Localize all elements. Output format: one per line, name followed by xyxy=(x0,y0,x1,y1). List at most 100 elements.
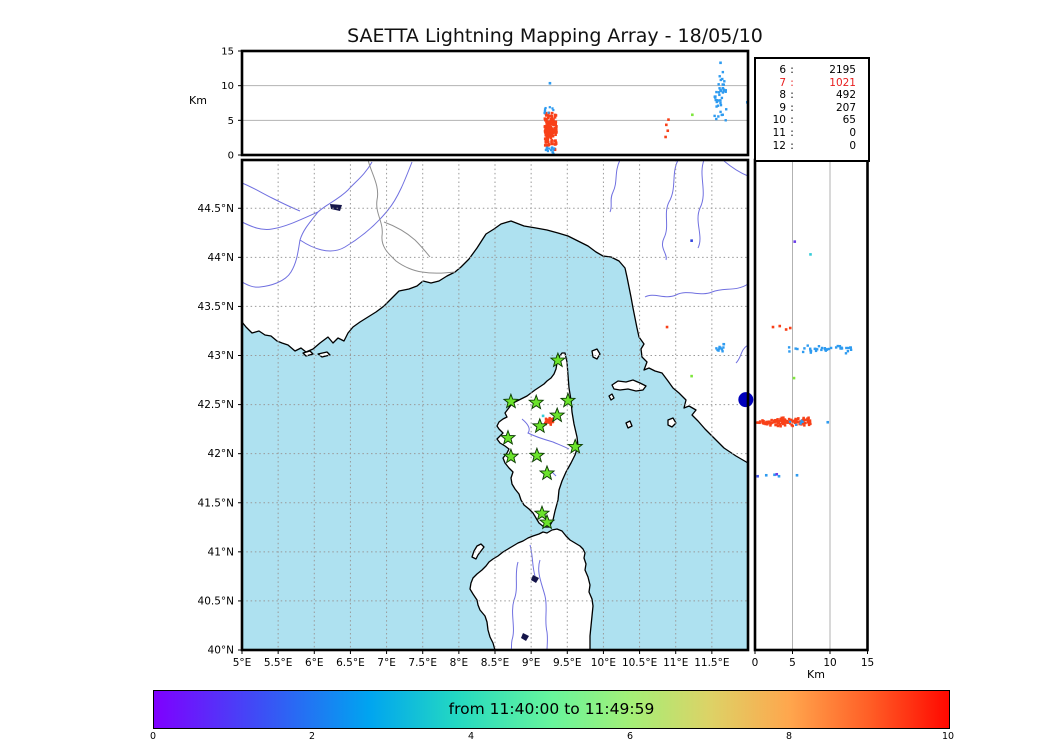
scatter-point xyxy=(553,113,557,117)
scatter-point xyxy=(715,105,718,108)
scatter-point xyxy=(773,420,776,424)
scatter-point xyxy=(548,131,551,135)
scatter-point xyxy=(792,376,796,380)
colorbar-tick: 0 xyxy=(149,731,157,742)
scatter-point xyxy=(550,140,553,143)
scatter-point xyxy=(718,347,721,350)
scatter-point xyxy=(553,143,557,146)
scatter-point xyxy=(666,129,670,133)
scatter-point xyxy=(775,423,778,426)
scatter-point xyxy=(553,126,557,130)
legend-count: 492 xyxy=(835,89,856,102)
map-lat-tick: 43.5°N xyxy=(198,301,234,313)
scatter-point xyxy=(844,352,848,355)
scatter-point xyxy=(803,347,806,350)
scatter-point xyxy=(545,129,549,133)
scatter-point xyxy=(780,418,783,422)
colorbar-tick: 6 xyxy=(626,731,634,742)
scatter-point xyxy=(814,349,818,353)
scatter-point xyxy=(690,239,693,242)
scatter-point xyxy=(545,419,548,422)
scatter-point xyxy=(555,125,558,128)
legend-colon: : xyxy=(790,89,794,102)
scatter-point xyxy=(783,418,787,422)
scatter-point xyxy=(552,118,555,121)
rivers xyxy=(241,159,749,651)
scatter-point xyxy=(794,423,798,426)
top-panel-ytick: 10 xyxy=(221,81,234,92)
scatter-point xyxy=(783,421,786,424)
scatter-point xyxy=(761,419,764,422)
station-star xyxy=(538,513,556,530)
scatter-point xyxy=(543,144,547,147)
scatter-point xyxy=(719,110,722,114)
map-lat-tick: 42.5°N xyxy=(198,399,234,411)
scatter-point xyxy=(546,137,549,141)
scatter-point xyxy=(543,108,547,111)
map-lon-tick: 9.5°E xyxy=(553,657,582,669)
scatter-point xyxy=(806,419,810,422)
scatter-point xyxy=(550,127,554,131)
scatter-point xyxy=(665,325,669,329)
island-corsica xyxy=(496,352,579,528)
scatter-point xyxy=(825,348,829,351)
scatter-point xyxy=(808,419,812,422)
scatter-point xyxy=(544,133,548,137)
map-lon-tick: 8.5°E xyxy=(481,657,510,669)
scatter-point xyxy=(836,344,839,348)
scatter-point xyxy=(548,126,552,129)
scatter-point xyxy=(780,416,784,420)
scatter-point xyxy=(809,253,812,256)
map-lat-tick: 40.5°N xyxy=(198,595,234,607)
scatter-point xyxy=(554,139,557,142)
scatter-point xyxy=(779,422,782,426)
map-lon-tick: 5°E xyxy=(233,657,252,669)
scatter-point xyxy=(795,473,799,477)
scatter-point xyxy=(762,420,765,423)
scatter-point xyxy=(551,107,554,110)
scatter-point xyxy=(553,147,556,150)
scatter-point xyxy=(716,99,720,102)
scatter-point xyxy=(721,87,724,90)
station-star xyxy=(566,438,584,454)
scatter-point xyxy=(788,422,792,425)
scatter-point xyxy=(548,419,552,423)
scatter-point xyxy=(829,346,833,350)
legend-row: 8: 492 xyxy=(756,89,868,102)
legend-count: 0 xyxy=(849,126,856,139)
islet-northeast-corsica xyxy=(608,393,615,401)
scatter-point xyxy=(545,124,548,128)
scatter-point xyxy=(724,90,727,94)
scatter-point xyxy=(817,345,821,348)
station-star xyxy=(533,504,551,521)
scatter-point xyxy=(809,422,812,426)
station-stars xyxy=(499,351,584,530)
map-lon-tick: 5.5°E xyxy=(264,657,293,669)
legend-row: 7: 1021 xyxy=(756,77,868,90)
scatter-point xyxy=(787,417,791,421)
scatter-point xyxy=(667,118,670,121)
lakes xyxy=(330,204,539,641)
scatter-point xyxy=(799,421,802,424)
scatter-point xyxy=(722,346,725,349)
landmasses xyxy=(241,159,749,651)
scatter-point xyxy=(806,417,809,420)
scatter-point xyxy=(808,420,812,424)
map-lat-tick: 44°N xyxy=(208,252,234,264)
scatter-point xyxy=(776,418,779,421)
scatter-point xyxy=(543,137,547,141)
scatter-point xyxy=(755,421,759,424)
map-lat-tick: 40°N xyxy=(208,645,234,657)
scatter-point xyxy=(548,123,552,126)
station-star xyxy=(538,464,556,481)
scatter-point xyxy=(784,421,788,424)
time-colorbar: from 11:40:00 to 11:49:59 xyxy=(153,690,950,729)
scatter-point xyxy=(721,350,724,353)
scatter-point xyxy=(784,328,788,331)
scatter-point xyxy=(722,342,725,346)
station-star xyxy=(549,351,567,368)
top-panel-frame xyxy=(240,49,750,157)
legend-row: 10: 65 xyxy=(756,114,868,127)
scatter-point xyxy=(807,423,811,427)
island-asinara xyxy=(471,543,485,560)
